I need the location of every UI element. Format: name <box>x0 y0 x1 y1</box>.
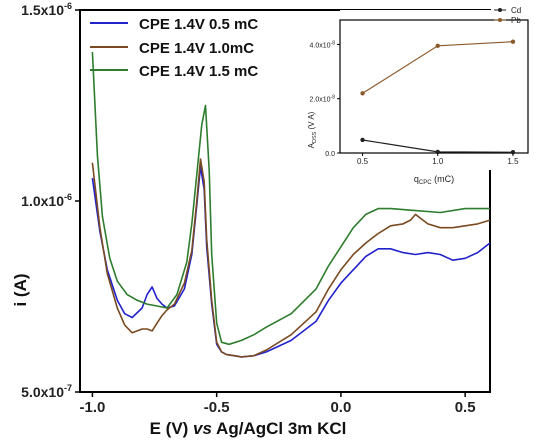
inset-legend-label-cd: Cd <box>511 6 521 15</box>
y-axis-title: i (A) <box>11 273 30 306</box>
y-tick-exponent: -7 <box>64 383 72 393</box>
inset-y-tick-label: 4.0x10-8 <box>310 40 336 49</box>
inset-x-title-main: q <box>414 174 419 184</box>
inset-y-tick-label: 0.0 <box>325 151 335 158</box>
series-line-3 <box>91 51 490 346</box>
inset-legend-marker-cd <box>498 8 502 12</box>
inset-y-tick-exponent: -8 <box>331 95 336 101</box>
y-tick-label: 1.0x10-6 <box>21 192 72 209</box>
inset-background <box>340 10 540 170</box>
inset-y-title-suffix: (V A) <box>307 111 316 131</box>
inset-x-axis-title: qCPC (mC) <box>414 174 454 186</box>
inset-legend: Cd Pb <box>494 6 521 25</box>
main-series-group <box>91 51 491 358</box>
y-tick-exponent: -6 <box>64 192 72 202</box>
x-tick-label: -1.0 <box>79 399 105 416</box>
legend-label-series-3: CPE 1.4V 1.5 mC <box>139 63 258 80</box>
inset-plot-frame <box>339 19 529 154</box>
x-axis-title-suffix: Ag/AgCl 3m KCl <box>212 419 346 438</box>
inset-x-title-sub: CPC <box>419 180 432 186</box>
y-tick-exponent: -6 <box>64 1 72 11</box>
series-line-2 <box>91 158 491 358</box>
inset-point-cd <box>360 137 365 143</box>
y-tick-label: 5.0x10-7 <box>21 383 72 400</box>
inset-point-cd <box>510 149 516 155</box>
inset-x-title-suffix: (mC) <box>432 174 455 184</box>
inset-y-title-sub: DSS <box>312 131 318 143</box>
main-legend: CPE 1.4V 0.5 mC CPE 1.4V 1.0mC CPE 1.4V … <box>90 16 258 80</box>
inset-y-title-main: A <box>307 142 316 148</box>
inset-point-cd <box>435 149 440 155</box>
main-axis-ticks: -1.0 -0.5 0.0 0.55.0x10-71.0x10-61.5x10-6 <box>21 1 475 416</box>
x-axis-title: E (V) vs Ag/AgCl 3m KCl <box>150 419 347 438</box>
inset-y-tick-label: 2.0x10-8 <box>310 95 336 104</box>
inset-series-group <box>360 39 516 155</box>
y-tick-mantissa: 1.5x10 <box>21 2 64 18</box>
inset-legend-marker-pb <box>498 18 502 22</box>
inset-y-tick-mantissa: 4.0x10 <box>310 42 331 49</box>
x-tick-label: -0.5 <box>204 399 230 416</box>
inset-x-tick-label: 0.5 <box>357 157 369 166</box>
x-tick-label: 0.0 <box>330 399 351 416</box>
inset-y-axis-title: ADSS (V A) <box>307 111 318 148</box>
x-tick-label: 0.5 <box>455 399 476 416</box>
inset-point-pb <box>510 39 516 44</box>
inset-point-pb <box>435 43 440 48</box>
inset-legend-label-pb: Pb <box>511 16 521 25</box>
x-axis-title-italic: vs <box>193 419 212 438</box>
y-tick-mantissa: 1.0x10 <box>21 193 64 209</box>
inset-y-tick-mantissa: 2.0x10 <box>310 97 331 104</box>
legend-label-series-2: CPE 1.4V 1.0mC <box>139 40 254 57</box>
inset-x-tick-label: 1.5 <box>507 157 519 166</box>
inset-chart: 0.5 1.0 1.50.02.0x10-84.0x10-8 Cd Pb qCPC … <box>307 6 540 186</box>
inset-point-pb <box>360 91 365 96</box>
inset-y-tick-exponent: -8 <box>331 40 336 46</box>
series-line-1 <box>91 165 491 358</box>
inset-axis-ticks: 0.5 1.0 1.50.02.0x10-84.0x10-8 <box>310 40 520 166</box>
y-tick-label: 1.5x10-6 <box>21 1 72 18</box>
y-tick-mantissa: 5.0x10 <box>21 384 64 400</box>
x-axis-title-prefix: E (V) <box>150 419 193 438</box>
legend-label-series-1: CPE 1.4V 0.5 mC <box>139 16 258 33</box>
inset-x-tick-label: 1.0 <box>432 157 444 166</box>
